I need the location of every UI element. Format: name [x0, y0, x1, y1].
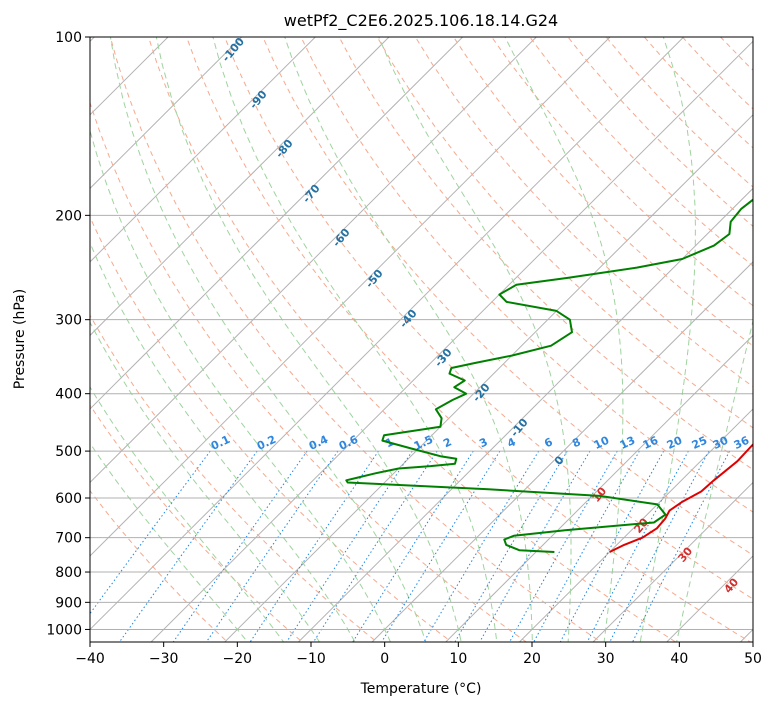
mixing-ratio-label: 16 — [641, 434, 661, 452]
x-tick-label: −40 — [75, 651, 105, 667]
y-axis-label: Pressure (hPa) — [12, 289, 28, 389]
y-tick-label: 100 — [55, 30, 82, 46]
dry-adiabat-line — [414, 37, 753, 388]
moist-adiabat-line — [284, 37, 533, 642]
isotherm-line — [518, 408, 753, 642]
x-tick-label: 30 — [597, 651, 615, 667]
dry-adiabat-line — [90, 215, 453, 642]
isotherm-line — [90, 37, 685, 631]
isotherm-line — [90, 37, 390, 337]
mixing-ratio-line — [118, 450, 258, 642]
y-tick-label: 800 — [55, 565, 82, 581]
mixing-ratio-line — [632, 450, 731, 642]
y-tick-label: 500 — [55, 444, 82, 460]
mixing-ratio-line — [312, 450, 438, 642]
x-axis-ticks: −40 −30 −20 −10 0 10 20 30 40 50 — [75, 642, 762, 667]
mixing-ratio-line — [586, 450, 689, 642]
isotherm-line — [297, 187, 753, 642]
plot-frame — [89, 36, 754, 643]
isotherm-line — [224, 114, 753, 642]
mixing-ratio-line — [172, 450, 308, 642]
mixing-ratio-label: 13 — [618, 434, 637, 452]
y-tick-label: 400 — [55, 387, 82, 403]
x-axis-label: Temperature (°C) — [360, 681, 482, 697]
x-tick-label: 40 — [670, 651, 688, 667]
x-tick-label: 50 — [744, 651, 762, 667]
moist-adiabat-line — [90, 321, 321, 642]
y-axis-ticks: 100 200 300 400 500 600 700 800 900 1000 — [46, 30, 90, 638]
mixing-ratio-line — [352, 450, 474, 642]
dewpoint-profile-line — [345, 198, 753, 553]
y-tick-label: 600 — [55, 491, 82, 507]
x-tick-label: −10 — [296, 651, 326, 667]
dry-adiabat-line — [300, 37, 753, 513]
y-tick-label: 200 — [55, 208, 82, 224]
mixing-ratio-line — [559, 450, 665, 642]
mixing-ratio-label: 30 — [711, 434, 731, 452]
mixing-ratio-line — [249, 450, 379, 642]
y-tick-label: 900 — [55, 595, 82, 611]
moist-adiabat-line — [639, 37, 696, 642]
dry-adiabat-line — [186, 37, 752, 642]
mixing-ratio-line — [454, 450, 568, 642]
x-tick-label: −30 — [149, 651, 179, 667]
mixing-ratio-label: 10 — [592, 434, 612, 452]
x-tick-label: 20 — [523, 651, 541, 667]
x-tick-label: 10 — [449, 651, 467, 667]
y-tick-label: 300 — [55, 313, 82, 329]
mixing-ratio-line — [286, 450, 413, 642]
mixing-ratio-label: 25 — [690, 434, 709, 452]
isotherm-line — [90, 37, 243, 190]
isotherm-line — [90, 37, 538, 484]
x-tick-label: −20 — [223, 651, 253, 667]
dry-adiabat-line — [376, 37, 753, 429]
mixing-ratio-line — [479, 450, 591, 642]
x-tick-label: 0 — [380, 651, 389, 667]
isotherm-line — [150, 40, 753, 642]
moist-adiabat-line — [90, 442, 249, 642]
dry-adiabat-line — [224, 37, 753, 600]
isotherm-line — [592, 481, 753, 642]
y-tick-label: 1000 — [46, 622, 82, 638]
isotherm-line — [371, 261, 753, 642]
isotherm-line — [90, 37, 464, 410]
mixing-ratio-label: 36 — [732, 434, 752, 452]
moist-adiabat-line — [212, 37, 498, 642]
temperature-profile-line — [609, 442, 753, 553]
mixing-ratio-label: 20 — [665, 434, 685, 452]
chart-title: wetPf2_C2E6.2025.106.18.14.G24 — [284, 11, 558, 31]
y-tick-label: 700 — [55, 531, 82, 547]
mixing-ratio-line — [609, 450, 710, 642]
isotherm-line — [445, 334, 753, 642]
profile-lines — [345, 198, 753, 553]
dry-adiabat-line — [338, 37, 753, 471]
mixing-ratio-line — [380, 450, 501, 642]
